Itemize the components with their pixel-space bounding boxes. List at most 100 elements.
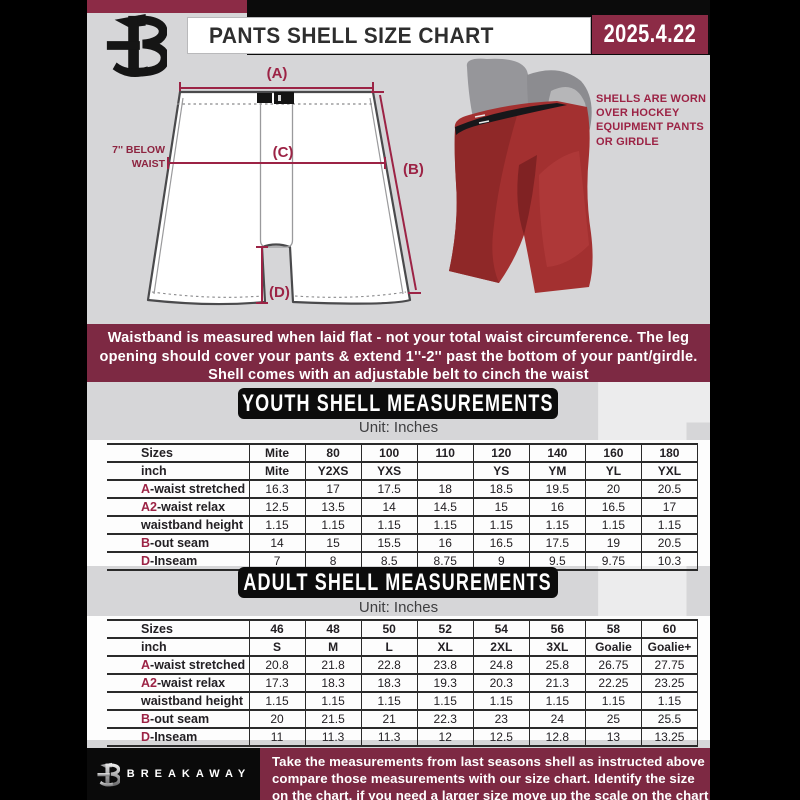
table-cell: 54 bbox=[472, 619, 530, 639]
table-cell: 1.15 bbox=[528, 515, 586, 535]
table-cell: 25.5 bbox=[640, 709, 699, 729]
table-cell: YXS bbox=[360, 461, 418, 481]
table-cell: 22.3 bbox=[416, 709, 474, 729]
shell-photo-caption: SHELLS ARE WORN OVER HOCKEY EQUIPMENT PA… bbox=[596, 92, 710, 149]
measure-a-label: (A) bbox=[267, 65, 288, 82]
table-cell: 25 bbox=[584, 709, 642, 729]
table-cell: 100 bbox=[360, 443, 418, 463]
table-cell: 20.8 bbox=[248, 655, 306, 675]
table-cell: 1.15 bbox=[304, 515, 362, 535]
adult-table-block: Sizes 46 48 50 52 54 56 58 60 inch S M L XL 2XL 3XL Goal… bbox=[87, 616, 710, 747]
caption-line: EQUIPMENT PANTS bbox=[596, 121, 704, 134]
youth-unit-label: Unit: Inches bbox=[358, 419, 439, 436]
table-cell: 21.5 bbox=[304, 709, 362, 729]
table-cell: 140 bbox=[528, 443, 586, 463]
table-cell: 26.75 bbox=[584, 655, 642, 675]
table-cell: 24 bbox=[528, 709, 586, 729]
table-row: A2-waist relax 17.3 18.3 18.3 19.3 20.3 21.3 22… bbox=[107, 673, 699, 693]
table-cell: 21.8 bbox=[304, 655, 362, 675]
waistband-info-banner: Waistband is measured when laid flat - n… bbox=[87, 324, 710, 383]
row-label: inch bbox=[107, 461, 249, 481]
info-line: opening should cover your pants & extend… bbox=[99, 348, 698, 365]
table-cell: 20.5 bbox=[640, 479, 699, 499]
table-row: inch S M L XL 2XL 3XL Goalie Goalie+ bbox=[107, 637, 699, 657]
table-cell: 1.15 bbox=[360, 691, 418, 711]
page: B PANTS SHELL SIZE CHART 2025.4.22 (A) (… bbox=[87, 0, 710, 800]
table-cell: 60 bbox=[640, 619, 699, 639]
table-cell: YL bbox=[584, 461, 642, 481]
shorts-measurement-diagram: (A) (C) 7'' BELOW WAIST (B) (D) bbox=[112, 65, 424, 306]
table-cell: 18.3 bbox=[360, 673, 418, 693]
table-cell: 19.3 bbox=[416, 673, 474, 693]
table-cell: 11.3 bbox=[360, 727, 418, 747]
table-cell: 1.15 bbox=[304, 691, 362, 711]
youth-size-table: Sizes Mite 80 100 110 120 140 160 180 inch Mite Y2X… bbox=[107, 443, 699, 571]
table-row: Sizes 46 48 50 52 54 56 58 60 bbox=[107, 619, 699, 639]
table-cell: 14 bbox=[360, 497, 418, 517]
table-cell: 17.5 bbox=[528, 533, 586, 553]
table-cell: 46 bbox=[248, 619, 306, 639]
row-label: waistband height bbox=[107, 515, 249, 535]
table-cell: 17 bbox=[640, 497, 699, 517]
table-cell: 18.5 bbox=[472, 479, 530, 499]
below-waist-note-line1: 7'' BELOW bbox=[112, 144, 165, 156]
table-row: D-Inseam 11 11.3 11.3 12 12.5 12.8 13 13.25 bbox=[107, 727, 699, 747]
youth-section-banner: YOUTH SHELL MEASUREMENTS bbox=[238, 388, 558, 419]
table-cell: 23.25 bbox=[640, 673, 699, 693]
table-cell: 48 bbox=[304, 619, 362, 639]
caption-line: SHELLS ARE WORN bbox=[596, 93, 707, 105]
table-cell: 160 bbox=[584, 443, 642, 463]
adult-section-banner: ADULT SHELL MEASUREMENTS bbox=[238, 567, 558, 598]
table-cell: 19 bbox=[584, 533, 642, 553]
table-cell: 12.8 bbox=[528, 727, 586, 747]
table-cell: 15 bbox=[304, 533, 362, 553]
table-cell: 12 bbox=[416, 727, 474, 747]
table-cell: 1.15 bbox=[248, 691, 306, 711]
table-cell: 11 bbox=[248, 727, 306, 747]
table-cell: 1.15 bbox=[472, 515, 530, 535]
page-title-box: PANTS SHELL SIZE CHART bbox=[187, 17, 591, 54]
table-cell: 23 bbox=[472, 709, 530, 729]
table-row: B-out seam 14 15 15.5 16 16.5 17.5 19 20.5 bbox=[107, 533, 699, 553]
breakaway-logo-icon bbox=[106, 13, 167, 77]
table-cell: 56 bbox=[528, 619, 586, 639]
table-cell: 120 bbox=[472, 443, 530, 463]
table-cell: 14 bbox=[248, 533, 306, 553]
table-cell: S bbox=[248, 637, 306, 657]
table-row: A-waist stretched 16.3 17 17.5 18 18.5 19.5 20 2… bbox=[107, 479, 699, 499]
table-cell: YM bbox=[528, 461, 586, 481]
row-label: D-Inseam bbox=[107, 551, 249, 571]
table-cell: 22.25 bbox=[584, 673, 642, 693]
table-cell: 9.5 bbox=[528, 551, 586, 571]
table-cell: 16 bbox=[416, 533, 474, 553]
table-cell: YS bbox=[472, 461, 530, 481]
table-row: Sizes Mite 80 100 110 120 140 160 180 bbox=[107, 443, 699, 463]
table-cell: 22.8 bbox=[360, 655, 418, 675]
row-label: B-out seam bbox=[107, 709, 249, 729]
table-cell: 20.3 bbox=[472, 673, 530, 693]
table-cell: 110 bbox=[416, 443, 474, 463]
table-cell: 19.5 bbox=[528, 479, 586, 499]
table-cell: Mite bbox=[248, 461, 306, 481]
table-cell: 2XL bbox=[472, 637, 530, 657]
table-cell: 12.5 bbox=[248, 497, 306, 517]
table-cell: 25.8 bbox=[528, 655, 586, 675]
table-cell: 15 bbox=[472, 497, 530, 517]
shorts-outline bbox=[146, 90, 412, 306]
row-label: A2-waist relax bbox=[107, 673, 249, 693]
table-cell: 1.15 bbox=[472, 691, 530, 711]
table-cell: 14.5 bbox=[416, 497, 474, 517]
table-cell: 52 bbox=[416, 619, 474, 639]
table-cell: YXL bbox=[640, 461, 699, 481]
row-label: B-out seam bbox=[107, 533, 249, 553]
row-label: A-waist stretched bbox=[107, 479, 249, 499]
table-cell: 20.5 bbox=[640, 533, 699, 553]
table-cell: 15.5 bbox=[360, 533, 418, 553]
table-cell: 1.15 bbox=[416, 515, 474, 535]
table-cell bbox=[416, 461, 474, 481]
table-cell: 1.15 bbox=[416, 691, 474, 711]
table-cell: 1.15 bbox=[640, 691, 699, 711]
table-cell: 1.15 bbox=[584, 515, 642, 535]
table-cell: 17.3 bbox=[248, 673, 306, 693]
table-row: A-waist stretched 20.8 21.8 22.8 23.8 24.8 25.… bbox=[107, 655, 699, 675]
